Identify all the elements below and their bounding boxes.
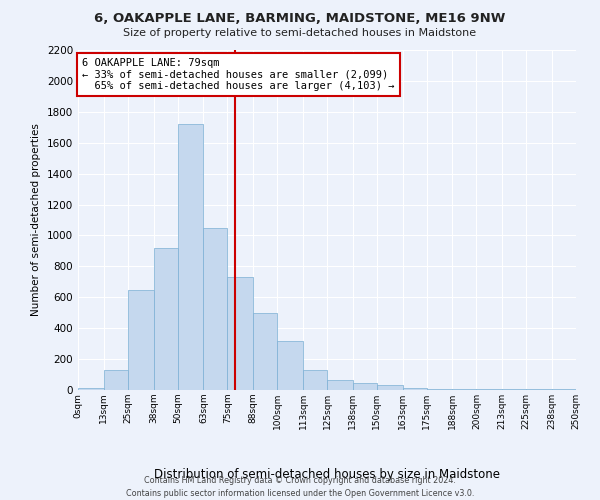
Bar (327, 380, 353, 390)
Bar (203, 228, 227, 390)
Text: Contains HM Land Registry data © Crown copyright and database right 2024.
Contai: Contains HM Land Registry data © Crown c… (126, 476, 474, 498)
Bar (377, 384, 403, 390)
Bar (277, 342, 303, 390)
Bar (227, 277, 253, 390)
Bar (403, 388, 427, 390)
Bar (502, 389, 526, 390)
Bar (128, 290, 154, 390)
Bar (154, 248, 178, 390)
Bar (104, 370, 128, 390)
Bar (476, 389, 502, 390)
Bar (253, 312, 277, 390)
Bar (552, 389, 576, 390)
Bar (353, 383, 377, 390)
Bar (452, 389, 476, 390)
Bar (78, 388, 104, 390)
X-axis label: Distribution of semi-detached houses by size in Maidstone: Distribution of semi-detached houses by … (154, 468, 500, 481)
Bar (303, 370, 327, 390)
Y-axis label: Number of semi-detached properties: Number of semi-detached properties (31, 124, 41, 316)
Bar (178, 124, 203, 390)
Bar (526, 389, 552, 390)
Text: 6, OAKAPPLE LANE, BARMING, MAIDSTONE, ME16 9NW: 6, OAKAPPLE LANE, BARMING, MAIDSTONE, ME… (94, 12, 506, 26)
Text: Size of property relative to semi-detached houses in Maidstone: Size of property relative to semi-detach… (124, 28, 476, 38)
Bar (427, 389, 452, 390)
Text: 6 OAKAPPLE LANE: 79sqm
← 33% of semi-detached houses are smaller (2,099)
  65% o: 6 OAKAPPLE LANE: 79sqm ← 33% of semi-det… (82, 58, 394, 91)
